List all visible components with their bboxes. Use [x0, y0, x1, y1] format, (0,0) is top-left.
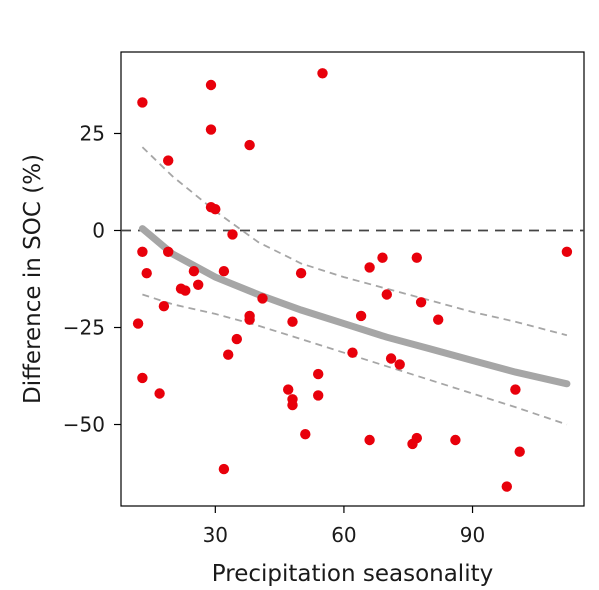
- data-point: [377, 252, 388, 263]
- data-point: [163, 155, 174, 166]
- data-point: [385, 353, 397, 364]
- data-point: [381, 289, 392, 300]
- data-point: [257, 293, 268, 304]
- data-point: [364, 434, 375, 446]
- data-point: [231, 333, 242, 345]
- data-point: [510, 384, 521, 395]
- data-point: [364, 262, 375, 273]
- data-point: [218, 266, 230, 277]
- data-point: [137, 372, 148, 384]
- data-point: [433, 314, 444, 325]
- data-point: [205, 79, 217, 91]
- data-point: [355, 310, 367, 322]
- data-point: [313, 390, 324, 401]
- y-tick-label: −25: [63, 316, 105, 340]
- data-point: [227, 229, 238, 240]
- data-point: [180, 285, 191, 296]
- data-point: [154, 388, 165, 399]
- x-axis-label: Precipitation seasonality: [212, 561, 493, 587]
- data-point: [137, 97, 148, 108]
- data-point: [210, 204, 221, 215]
- x-axis-ticks: 30 60 90: [203, 506, 485, 547]
- plot-frame: [120, 51, 585, 507]
- data-point: [244, 139, 255, 151]
- x-tick-label: 30: [203, 523, 228, 547]
- data-point: [141, 268, 152, 279]
- data-point: [188, 266, 200, 277]
- data-point: [450, 434, 461, 446]
- data-point: [287, 316, 298, 327]
- data-point: [205, 124, 217, 135]
- ci-upper-line: [141, 146, 568, 337]
- data-point: [295, 268, 307, 279]
- data-point: [411, 252, 422, 263]
- fit-line-layer: [138, 225, 571, 388]
- data-point: [347, 347, 358, 358]
- data-point: [223, 349, 234, 360]
- data-point: [193, 279, 204, 290]
- data-point: [163, 246, 174, 257]
- data-point: [415, 297, 427, 308]
- data-point: [132, 318, 144, 329]
- data-point: [411, 432, 422, 444]
- data-point: [317, 68, 328, 79]
- data-point: [313, 368, 324, 380]
- y-tick-label: −50: [63, 413, 105, 437]
- y-axis-label: Difference in SOC (%): [20, 154, 46, 404]
- y-tick-label: 25: [80, 121, 105, 145]
- data-point: [244, 314, 255, 325]
- ci-lower-line: [142, 293, 568, 426]
- data-points: [132, 68, 573, 492]
- data-point: [218, 463, 230, 475]
- x-tick-label: 90: [460, 523, 485, 547]
- confidence-bands: [141, 146, 568, 426]
- y-tick-label: 0: [92, 218, 105, 242]
- y-axis-ticks: 25 0 −25 −50: [63, 121, 121, 437]
- data-point: [158, 301, 170, 312]
- data-point: [283, 384, 294, 395]
- x-tick-label: 60: [331, 523, 356, 547]
- data-point: [137, 246, 148, 257]
- data-point: [300, 429, 311, 440]
- data-point: [561, 246, 573, 257]
- data-point: [287, 399, 298, 411]
- fit-line: [138, 225, 571, 388]
- data-point: [394, 359, 405, 370]
- data-point: [514, 446, 525, 457]
- data-point: [501, 481, 512, 492]
